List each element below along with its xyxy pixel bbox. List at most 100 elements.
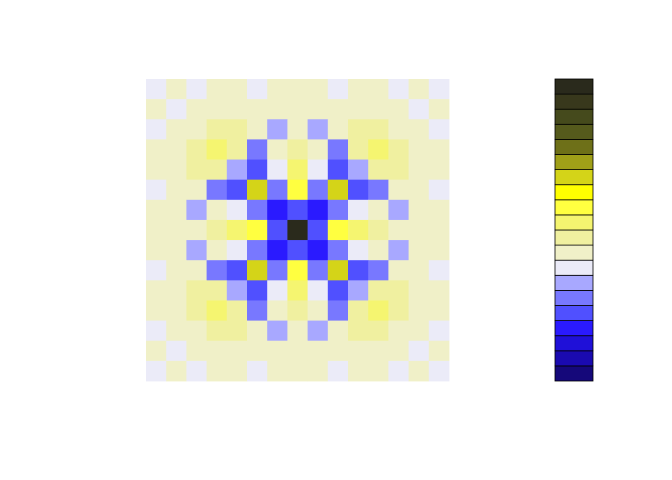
contour-cell [327, 240, 349, 261]
contour-cell [428, 219, 450, 241]
contour-cell [428, 179, 450, 201]
contour-cell [368, 99, 389, 120]
contour-cell [166, 360, 187, 382]
contour-cell [348, 280, 369, 301]
contour-cell [287, 179, 308, 201]
contour-cell [368, 179, 389, 201]
color-bar-level [554, 229, 594, 246]
contour-cell [186, 320, 207, 342]
contour-cell [146, 260, 167, 281]
contour-cell [226, 280, 248, 301]
contour-cell [348, 139, 369, 160]
contour-cell [287, 159, 308, 181]
contour-cell [327, 139, 349, 160]
contour-cell [368, 79, 389, 100]
contour-cell [226, 360, 248, 382]
contour-cell [408, 99, 430, 120]
contour-cell [327, 300, 349, 321]
contour-cell [247, 199, 268, 221]
contour-cell [166, 199, 187, 221]
contour-cell [388, 280, 409, 301]
contour-cell [428, 159, 450, 181]
contour-cell [247, 240, 268, 261]
contour-cell [247, 219, 268, 241]
contour-cell [186, 159, 207, 181]
contour-cell [327, 79, 349, 100]
contour-cell [388, 360, 409, 382]
contour-cell [267, 179, 288, 201]
color-bar [554, 78, 594, 382]
contour-cell [368, 260, 389, 281]
contour-cell [428, 260, 450, 281]
contour-cell [307, 280, 329, 301]
contour-cell [327, 159, 349, 181]
color-bar-level [554, 138, 594, 155]
contour-cell [166, 280, 187, 301]
contour-cell [368, 119, 389, 140]
contour-cell [166, 159, 187, 181]
contour-cell [368, 340, 389, 362]
contour-cell [408, 139, 430, 160]
contour-cell [226, 260, 248, 281]
color-bar-level [554, 154, 594, 171]
contour-cell [428, 199, 450, 221]
contour-cell [166, 260, 187, 281]
contour-cell [146, 119, 167, 140]
contour-cell [247, 320, 268, 342]
contour-cell [408, 360, 430, 382]
contour-cell [368, 240, 389, 261]
color-bar-level [554, 320, 594, 337]
contour-cell [348, 119, 369, 140]
color-bar-level [554, 214, 594, 231]
contour-cell [348, 199, 369, 221]
contour-cell [166, 320, 187, 342]
contour-cell [327, 99, 349, 120]
contour-cell [408, 240, 430, 261]
contour-cell [146, 300, 167, 321]
contour-cell [247, 340, 268, 362]
color-bar-level [554, 169, 594, 186]
contour-cell [368, 360, 389, 382]
contour-cell [388, 159, 409, 181]
contour-cell [307, 360, 329, 382]
contour-cell [408, 340, 430, 362]
color-bar-level [554, 244, 594, 261]
contour-cell [206, 240, 228, 261]
contour-cell [388, 79, 409, 100]
contour-cell [166, 119, 187, 140]
contour-cell [146, 159, 167, 181]
contour-cell [186, 260, 207, 281]
contour-cell [267, 240, 288, 261]
color-bar-level [554, 335, 594, 352]
contour-cell [247, 260, 268, 281]
contour-cell [408, 280, 430, 301]
contour-cell [348, 320, 369, 342]
contour-cell [348, 340, 369, 362]
contour-cell [206, 340, 228, 362]
contour-cell [146, 199, 167, 221]
contour-cell [226, 300, 248, 321]
contour-cell [146, 280, 167, 301]
color-bar-level [554, 78, 594, 95]
contour-cell [166, 79, 187, 100]
contour-cell [166, 99, 187, 120]
contour-cell [146, 240, 167, 261]
color-bar-level [554, 259, 594, 276]
contour-cell [327, 320, 349, 342]
contour-cell [226, 159, 248, 181]
contour-cell [287, 360, 308, 382]
contour-cell [428, 360, 450, 382]
contour-cell [166, 219, 187, 241]
contour-cell [408, 159, 430, 181]
contour-cell [267, 99, 288, 120]
contour-cell [408, 79, 430, 100]
contour-cell [146, 79, 167, 100]
contour-cell [226, 79, 248, 100]
contour-cell [206, 199, 228, 221]
contour-cell [226, 240, 248, 261]
color-bar-level [554, 305, 594, 322]
contour-cell [186, 280, 207, 301]
contour-cell [247, 119, 268, 140]
contour-cell [348, 240, 369, 261]
